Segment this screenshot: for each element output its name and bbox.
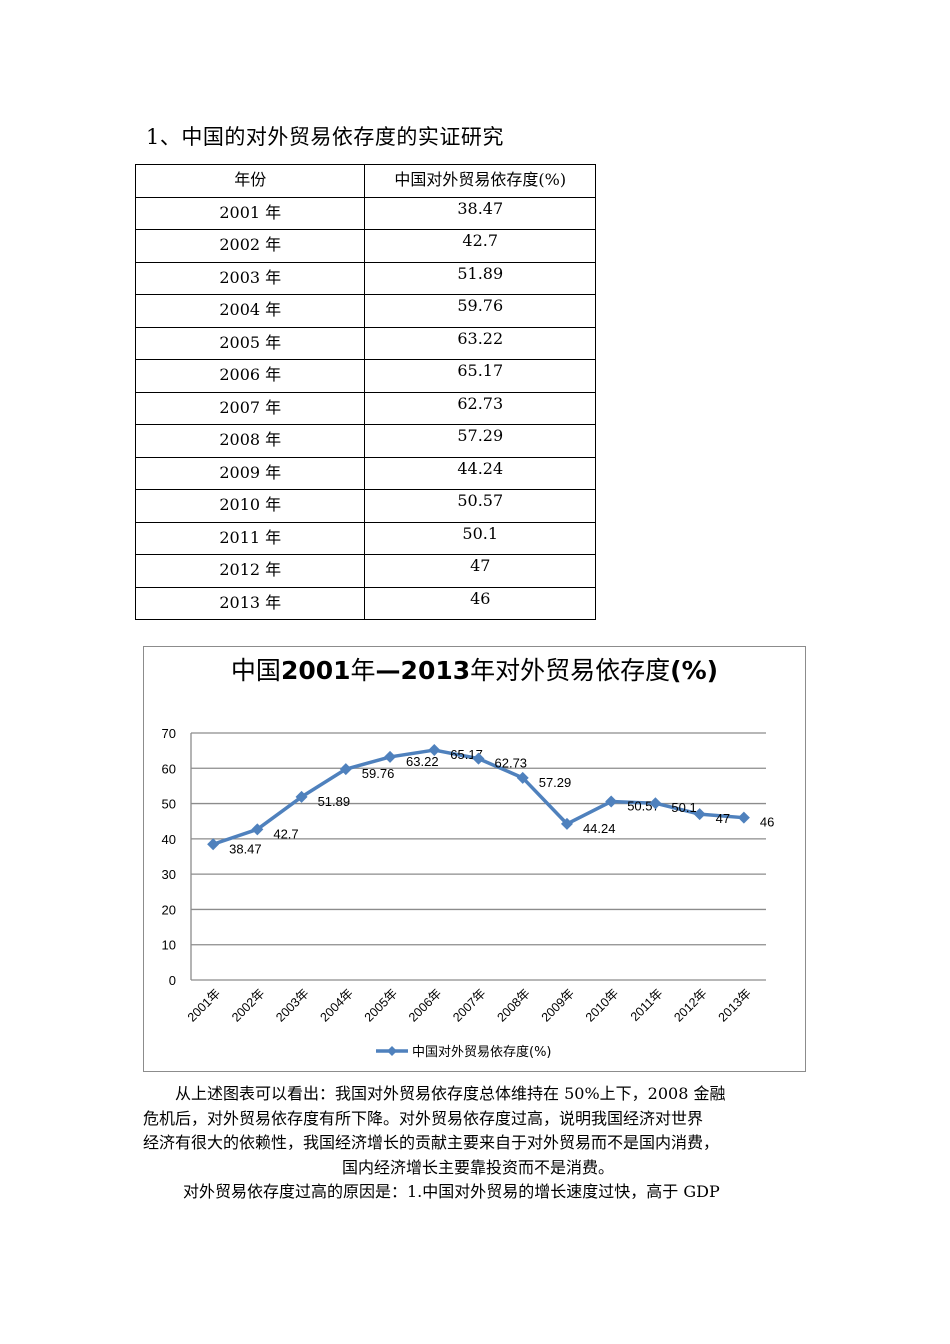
cell-dependency: 57.29 xyxy=(364,424,596,458)
cell-dependency: 62.73 xyxy=(364,391,596,425)
cell-dependency: 59.76 xyxy=(364,294,596,328)
cell-year: 2001 年 xyxy=(134,196,366,230)
data-label: 63.22 xyxy=(406,754,439,769)
x-tick-label: 2003年 xyxy=(273,986,311,1024)
y-tick-label: 60 xyxy=(162,761,176,776)
diamond-marker-icon xyxy=(516,771,529,784)
cell-year: 2011 年 xyxy=(134,521,366,555)
y-tick-label: 40 xyxy=(162,832,176,847)
data-label: 46 xyxy=(760,815,774,830)
data-label: 59.76 xyxy=(362,766,395,781)
reasons-paragraph: 对外贸易依存度过高的原因是：1.中国对外贸易的增长速度过快，高于 GDP xyxy=(183,1182,720,1201)
table-row: 2010 年 50.57 xyxy=(134,489,596,523)
data-label: 42.7 xyxy=(273,826,298,841)
x-tick-label: 2012年 xyxy=(671,986,709,1024)
header-dependency: 中国对外贸易依存度(%) xyxy=(364,164,596,198)
cell-dependency: 46 xyxy=(364,586,596,620)
data-label: 62.73 xyxy=(495,756,528,771)
diamond-marker-icon xyxy=(472,752,485,765)
cell-year: 2003 年 xyxy=(134,261,366,295)
cell-year: 2006 年 xyxy=(134,359,366,393)
chart-title-part: 2001 xyxy=(280,656,351,685)
x-tick-label: 2008年 xyxy=(494,986,532,1024)
table-row: 2013 年 46 xyxy=(134,586,596,620)
table-header-row: 年份 中国对外贸易依存度(%) xyxy=(134,164,596,198)
data-label: 57.29 xyxy=(539,775,572,790)
paragraph-line: 经济有很大的依赖性，我国经济增长的贡献主要来自于对外贸易而不是国内消费， xyxy=(143,1133,720,1152)
legend-label: 中国对外贸易依存度(%) xyxy=(412,1044,552,1060)
diamond-marker-icon xyxy=(339,763,352,776)
data-label: 47 xyxy=(716,811,730,826)
x-tick-label: 2004年 xyxy=(318,986,356,1024)
x-tick-label: 2011年 xyxy=(628,986,666,1024)
table-row: 2004 年 59.76 xyxy=(134,294,596,328)
x-tick-label: 2009年 xyxy=(539,986,577,1024)
diamond-marker-icon xyxy=(384,750,397,763)
x-tick-label: 2007年 xyxy=(450,986,488,1024)
diamond-marker-icon xyxy=(251,823,264,836)
x-tick-label: 2006年 xyxy=(406,986,444,1024)
table-row: 2008 年 57.29 xyxy=(134,424,596,458)
header-year: 年份 xyxy=(134,164,366,198)
y-tick-label: 0 xyxy=(169,973,176,988)
analysis-paragraph: 从上述图表可以看出：我国对外贸易依存度总体维持在 50%上下，2008 金融 危… xyxy=(143,1082,813,1180)
cell-year: 2004 年 xyxy=(134,294,366,328)
chart-container xyxy=(143,646,806,1072)
cell-year: 2008 年 xyxy=(134,424,366,458)
legend-marker-icon xyxy=(387,1046,397,1056)
x-tick-label: 2005年 xyxy=(362,986,400,1024)
chart-title-part: 年 xyxy=(350,656,376,685)
cell-dependency: 63.22 xyxy=(364,326,596,360)
section-heading: 1、中国的对外贸易依存度的实证研究 xyxy=(146,125,504,149)
paragraph-line: 危机后，对外贸易依存度有所下降。对外贸易依存度过高，说明我国经济对世界 xyxy=(143,1108,704,1128)
chart-title: 中国2001年—2013年对外贸易依存度(%) xyxy=(143,651,806,687)
cell-year: 2010 年 xyxy=(134,489,366,523)
y-tick-label: 10 xyxy=(162,938,176,953)
table-row: 2011 年 50.1 xyxy=(134,521,596,555)
cell-year: 2013 年 xyxy=(134,586,366,620)
table-row: 2009 年 44.24 xyxy=(134,456,596,490)
x-tick-label: 2001年 xyxy=(185,986,223,1024)
table-row: 2007 年 62.73 xyxy=(134,391,596,425)
data-label: 44.24 xyxy=(583,821,616,836)
diamond-marker-icon xyxy=(295,790,308,803)
data-label: 38.47 xyxy=(229,841,262,856)
data-label: 51.89 xyxy=(318,794,351,809)
diamond-marker-icon xyxy=(428,744,441,757)
diamond-marker-icon xyxy=(560,817,573,830)
data-label: 50.1 xyxy=(671,800,696,815)
table-row: 2003 年 51.89 xyxy=(134,261,596,295)
table-body: 2001 年 38.47 2002 年 42.7 2003 年 51.89 2004 年 59… xyxy=(134,196,596,620)
paragraph-line: 从上述图表可以看出：我国对外贸易依存度总体维持在 50%上下，2008 金融 xyxy=(175,1084,726,1103)
table-row: 2002 年 42.7 xyxy=(134,229,596,263)
diamond-marker-icon xyxy=(605,795,618,808)
dependency-table: 年份 中国对外贸易依存度(%) 2001 年 38.47 2002 年 42.7 200… xyxy=(134,164,596,620)
cell-dependency: 42.7 xyxy=(364,229,596,263)
x-tick-label: 2002年 xyxy=(229,986,267,1024)
chart-title-part: 年对外贸易依存度 xyxy=(470,656,671,685)
y-tick-label: 20 xyxy=(162,902,176,917)
y-tick-label: 70 xyxy=(162,726,176,741)
diamond-marker-icon xyxy=(737,811,750,824)
diamond-marker-icon xyxy=(649,797,662,810)
chart-title-part: —2013 xyxy=(375,656,471,685)
y-tick-label: 50 xyxy=(162,797,176,812)
table-row: 2005 年 63.22 xyxy=(134,326,596,360)
chart-title-part: (%) xyxy=(670,656,719,685)
cell-year: 2007 年 xyxy=(134,391,366,425)
x-tick-label: 2013年 xyxy=(716,986,754,1024)
paragraph-line: 国内经济增长主要靠投资而不是消费。 xyxy=(341,1157,614,1177)
chart-title-part: 中国 xyxy=(230,656,281,685)
x-tick-label: 2010年 xyxy=(583,986,621,1024)
cell-year: 2005 年 xyxy=(134,326,366,360)
cell-year: 2002 年 xyxy=(134,229,366,263)
table-row: 2006 年 65.17 xyxy=(134,359,596,393)
cell-dependency: 50.57 xyxy=(364,489,596,523)
diamond-marker-icon xyxy=(207,838,220,851)
cell-dependency: 44.24 xyxy=(364,456,596,490)
y-tick-label: 30 xyxy=(162,867,176,882)
diamond-marker-icon xyxy=(693,808,706,821)
